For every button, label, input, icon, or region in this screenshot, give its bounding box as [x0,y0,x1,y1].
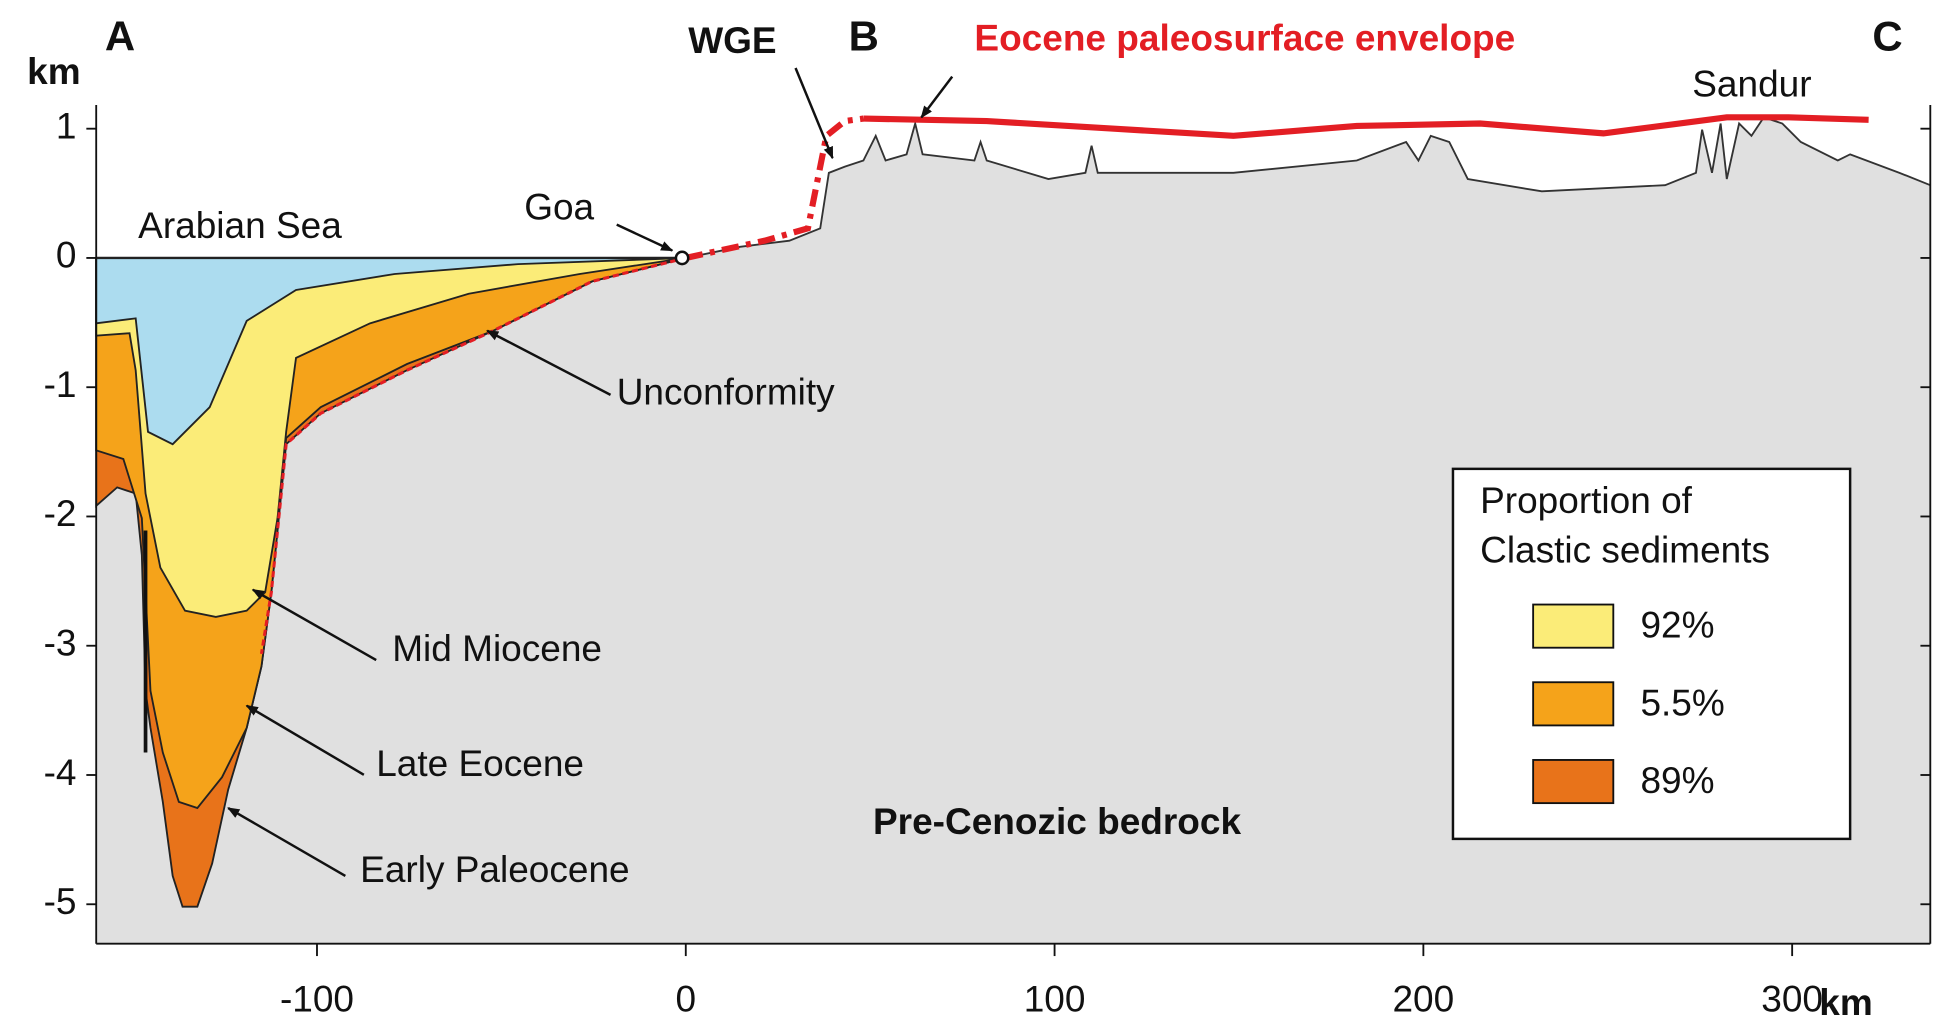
y-tick-label: 0 [56,235,77,276]
arrow [616,223,674,252]
arrow [486,329,612,396]
x-tick-label: 0 [675,978,696,1019]
late-eocene-label: Late Eocene [376,743,584,784]
y-tick-label: -2 [44,493,77,534]
section-label: A [105,13,135,60]
arrow [251,588,377,662]
y-unit: km [27,51,80,92]
y-tick-label: -1 [44,364,77,405]
legend [1451,467,1852,841]
axes [95,105,1932,945]
bedrock-label: Pre-Cenozic bedrock [873,801,1241,842]
legend-title: Clastic sediments [1480,530,1770,571]
legend-label: 89% [1640,760,1714,801]
y-tick-label: -3 [44,623,77,664]
y-tick-label: -4 [44,752,77,793]
x-tick-label: 300 [1761,978,1823,1019]
arrow [245,704,365,776]
mid-miocene-label: Mid Miocene [392,628,602,669]
envelope-line [863,114,1869,139]
unconformity-line [259,256,687,655]
legend-swatch [1532,759,1615,805]
legend-swatch [1532,681,1615,727]
x-tick-label: 100 [1024,978,1086,1019]
sea-label: Arabian Sea [138,205,342,246]
legend-swatch [1532,603,1615,649]
mid-miocene-layer [95,257,686,618]
envelope-label: Eocene paleosurface envelope [974,18,1515,59]
goa-point [674,250,690,266]
legend-label: 5.5% [1640,682,1724,723]
section-label: C [1872,13,1902,60]
arrow [227,806,346,877]
early-paleocene-label: Early Paleocene [360,849,629,890]
sea [95,257,686,446]
legend-label: 92% [1640,605,1714,646]
unconformity-label: Unconformity [617,372,835,413]
y-tick-label: 1 [56,105,77,146]
legend-title: Proportion of [1480,480,1693,521]
x-unit: km [1819,982,1872,1023]
goa-label: Goa [524,187,594,228]
arrow [920,75,954,119]
section-label: B [849,13,879,60]
sandur-label: Sandur [1692,63,1811,104]
y-tick-label: -5 [44,881,77,922]
x-tick-label: -100 [280,978,354,1019]
wge-label: WGE [688,20,776,61]
envelope-dashed [685,115,864,261]
x-tick-label: 200 [1392,978,1454,1019]
sky [96,105,1931,258]
topography [685,116,1931,259]
arrow [794,67,834,160]
